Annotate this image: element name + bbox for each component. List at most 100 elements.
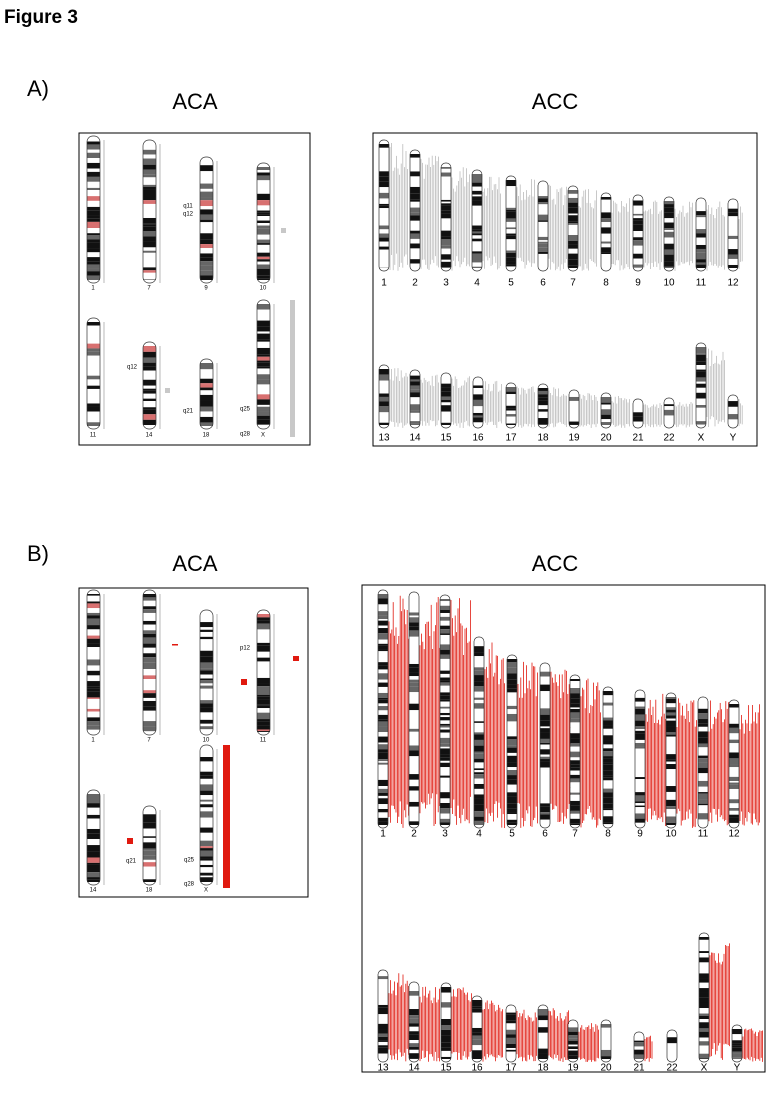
cnv-lines <box>451 376 471 428</box>
band <box>698 731 708 738</box>
band <box>379 225 389 230</box>
band <box>200 670 213 675</box>
band <box>540 803 550 807</box>
cnv-bar <box>223 745 230 888</box>
band <box>538 196 548 199</box>
chromosome-outline <box>378 139 390 272</box>
band <box>200 840 213 847</box>
band <box>378 1029 388 1034</box>
chromosome-label: 14 <box>409 433 421 444</box>
band <box>87 325 100 329</box>
band <box>143 717 156 722</box>
band <box>440 639 450 645</box>
band <box>409 710 419 713</box>
band <box>87 612 100 616</box>
band <box>200 723 213 727</box>
band <box>200 729 213 732</box>
band <box>635 720 645 727</box>
band <box>87 721 100 726</box>
band <box>664 229 674 232</box>
band <box>472 211 482 218</box>
band <box>257 614 270 618</box>
band <box>379 166 389 172</box>
band <box>378 615 388 620</box>
band <box>200 685 213 689</box>
band <box>664 204 674 208</box>
band <box>200 631 213 637</box>
band <box>474 656 484 659</box>
band <box>441 411 451 417</box>
band <box>540 703 550 709</box>
band <box>472 241 482 247</box>
band <box>257 223 270 226</box>
band <box>635 803 645 806</box>
band <box>666 718 676 721</box>
band <box>538 390 548 395</box>
band <box>472 1014 482 1020</box>
band <box>378 1004 388 1008</box>
band <box>378 1033 388 1037</box>
band <box>143 721 156 727</box>
band <box>409 667 419 673</box>
band <box>696 215 706 218</box>
band <box>379 393 389 397</box>
band <box>601 210 611 213</box>
band <box>257 661 270 667</box>
cnv-lines <box>451 167 471 271</box>
band <box>87 703 100 709</box>
band <box>143 630 156 634</box>
band <box>538 424 548 425</box>
band <box>601 254 611 258</box>
band <box>87 595 100 602</box>
band <box>538 228 548 234</box>
band <box>732 1045 742 1048</box>
band <box>506 202 516 205</box>
band <box>143 828 156 834</box>
chromosome <box>142 805 157 886</box>
cnv-lines <box>578 189 597 271</box>
band <box>440 685 450 689</box>
band <box>143 850 156 856</box>
band <box>473 399 483 407</box>
chromosome <box>505 175 517 272</box>
band <box>506 227 516 230</box>
band <box>635 758 645 761</box>
chromosome-label: X <box>698 433 705 444</box>
chromosome-outline <box>440 372 452 429</box>
band <box>410 154 420 158</box>
band <box>143 866 156 871</box>
band <box>378 764 388 768</box>
band <box>378 1053 388 1059</box>
band <box>666 809 676 812</box>
band <box>378 662 388 666</box>
band <box>440 762 450 768</box>
band <box>473 417 483 423</box>
cnv-bar <box>172 644 178 646</box>
band <box>699 1058 709 1059</box>
band <box>409 995 419 1001</box>
band <box>474 675 484 682</box>
band <box>472 225 482 230</box>
band <box>507 792 517 797</box>
band <box>143 597 156 601</box>
chromosome-outline <box>439 594 451 829</box>
band <box>257 719 270 722</box>
chromosome-outline <box>569 674 581 829</box>
band <box>200 867 213 873</box>
band <box>729 713 739 718</box>
band <box>200 877 213 882</box>
band <box>666 698 676 704</box>
band <box>143 609 156 613</box>
chromosome-outline <box>473 636 485 829</box>
band <box>200 784 213 791</box>
band <box>441 190 451 197</box>
band <box>441 1017 451 1020</box>
band <box>440 609 450 613</box>
band <box>696 252 706 260</box>
chromosome-outline <box>600 392 612 429</box>
band <box>570 810 580 814</box>
chromosome-outline <box>377 969 389 1063</box>
band <box>601 1056 611 1059</box>
band <box>257 725 270 730</box>
band <box>87 252 100 258</box>
